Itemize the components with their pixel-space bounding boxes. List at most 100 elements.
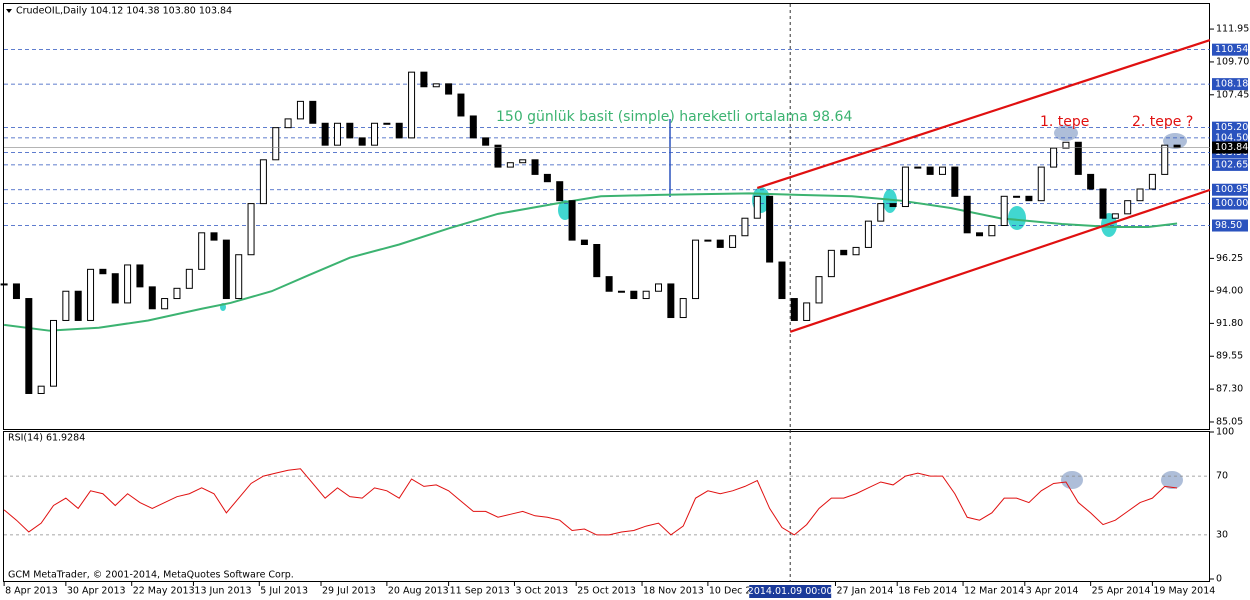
candle <box>617 290 625 293</box>
candle <box>864 220 872 248</box>
candle <box>1074 141 1082 175</box>
level-label-box <box>1212 78 1248 91</box>
highlight <box>1054 125 1078 141</box>
candle <box>766 195 774 263</box>
candle <box>99 268 107 275</box>
candle <box>568 200 576 241</box>
x-tick-label: 11 Sep 2013 <box>450 586 510 597</box>
candle <box>247 203 255 256</box>
candle <box>296 100 304 120</box>
trend-line <box>756 38 1211 190</box>
price-panel <box>3 3 1210 430</box>
candle <box>815 276 823 304</box>
rsi-label: RSI(14) 61.9284 <box>8 433 85 444</box>
candle <box>519 159 527 164</box>
candle <box>1111 213 1119 219</box>
y-tick-label: 111.95 <box>1216 24 1249 35</box>
candle <box>272 127 280 161</box>
candle <box>333 122 341 146</box>
candle <box>778 261 786 300</box>
x-tick-label: 29 Jul 2013 <box>322 586 376 597</box>
y-tick-label: 91.80 <box>1216 318 1243 329</box>
candle <box>50 319 58 387</box>
candle <box>976 232 984 237</box>
candle <box>926 166 934 175</box>
level-label: 108.18 <box>1215 79 1248 90</box>
cursor-label-box <box>749 585 832 598</box>
level-label: 105.20 <box>1215 122 1248 133</box>
annotation: 2. tepe ? <box>1132 114 1193 130</box>
candle <box>1136 188 1144 202</box>
rsi-tick-label: 70 <box>1216 471 1228 482</box>
candle <box>704 239 712 242</box>
x-tick-label: 13 Jun 2013 <box>194 586 251 597</box>
x-tick-label: 12 Mar 2014 <box>964 586 1024 597</box>
current-price-label: 103.84 <box>1215 142 1248 153</box>
level-label: 98.50 <box>1215 220 1242 231</box>
x-tick-label: 20 Aug 2013 <box>388 586 449 597</box>
candle <box>889 203 897 208</box>
candle <box>543 173 551 183</box>
candle <box>667 283 675 319</box>
menu-arrow <box>6 9 12 13</box>
candle <box>741 217 749 237</box>
rsi-panel <box>3 431 1210 582</box>
candle <box>74 290 82 321</box>
candle <box>210 232 218 241</box>
y-tick-label: 109.70 <box>1216 56 1249 67</box>
candle <box>111 273 119 304</box>
x-tick-label: 22 May 2013 <box>133 586 195 597</box>
candle <box>1062 141 1070 149</box>
candle <box>1025 195 1033 202</box>
candle <box>222 239 230 300</box>
candle <box>1087 173 1095 190</box>
x-tick-label: 8 Apr 2013 <box>5 586 58 597</box>
candle <box>1124 200 1132 215</box>
candle <box>12 283 20 300</box>
highlight <box>1161 471 1183 489</box>
level-label-box <box>1212 219 1248 232</box>
candle <box>136 264 144 288</box>
candle <box>148 286 156 310</box>
x-tick-label: 3 Apr 2014 <box>1026 586 1079 597</box>
candle <box>840 249 848 256</box>
x-tick-label: 27 Jan 2014 <box>836 586 893 597</box>
candle <box>358 137 366 146</box>
y-tick-label: 94.00 <box>1216 286 1243 297</box>
moving-average <box>3 192 1178 332</box>
candle <box>161 298 169 310</box>
candle <box>716 239 724 248</box>
x-tick-label: 19 May 2014 <box>1153 586 1215 597</box>
candle <box>679 298 687 319</box>
rsi-tick-label: 30 <box>1216 529 1228 540</box>
x-tick-label: 25 Oct 2013 <box>577 586 636 597</box>
candle <box>963 195 971 234</box>
candle <box>938 166 946 175</box>
candle <box>531 159 539 175</box>
candle <box>346 122 354 139</box>
candle <box>1173 144 1181 149</box>
candle <box>469 115 477 139</box>
candle <box>420 71 428 88</box>
y-tick-label: 107.45 <box>1216 89 1249 100</box>
level-label: 110.54 <box>1215 44 1248 55</box>
candle <box>1148 173 1156 190</box>
candle <box>790 298 798 321</box>
highlight <box>1008 206 1026 230</box>
candle <box>1037 166 1045 202</box>
candle <box>321 122 329 146</box>
candle <box>729 235 737 248</box>
candle <box>753 195 761 219</box>
candle <box>852 246 860 256</box>
cursor-label: 2014.01.09 00:00 <box>748 586 833 597</box>
level-label-box <box>1212 131 1248 144</box>
candle <box>803 302 811 321</box>
candle <box>877 203 885 222</box>
level-label-box <box>1212 183 1248 196</box>
current-price-box <box>1212 141 1248 154</box>
candle <box>445 83 453 95</box>
rsi-tick-label: 0 <box>1216 574 1222 585</box>
x-tick-label: 18 Nov 2013 <box>643 586 704 597</box>
